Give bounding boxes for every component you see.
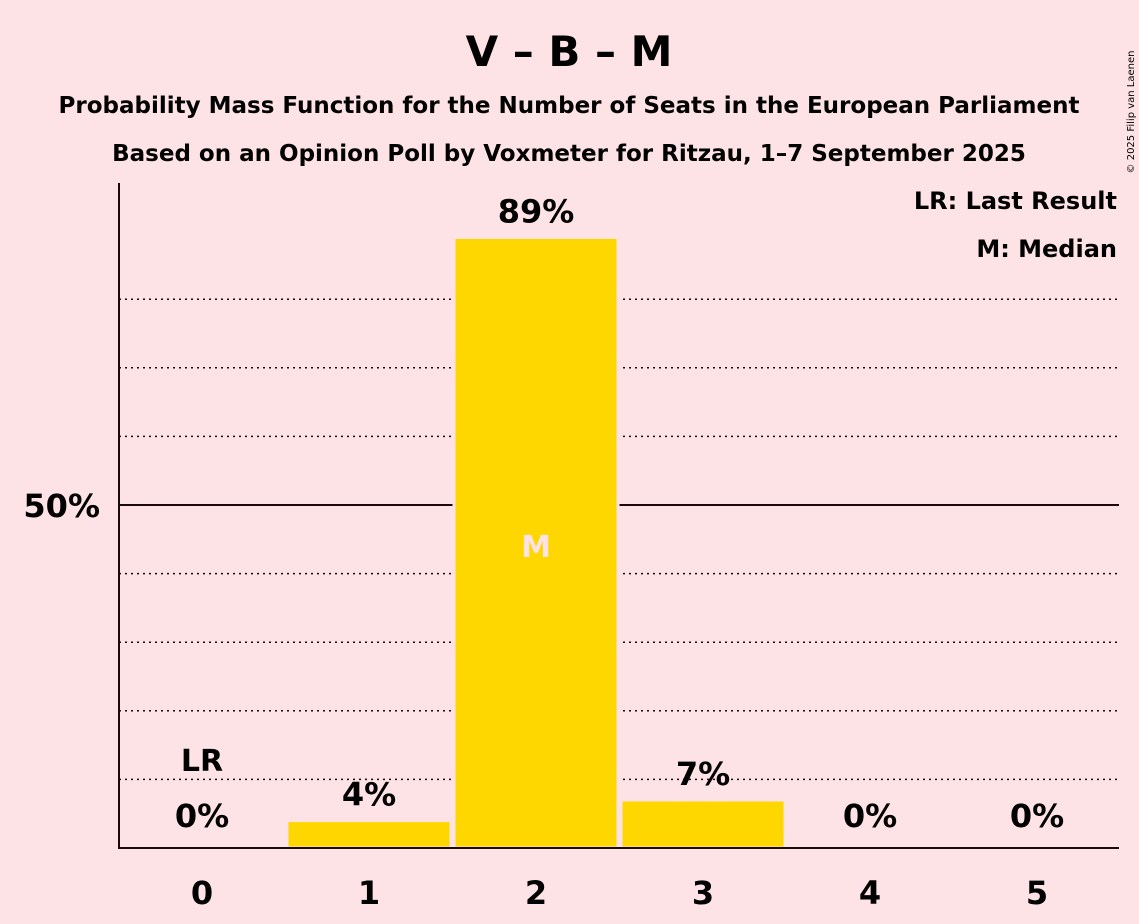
x-tick-label-4: 4 [859,874,881,912]
x-tick-label-2: 2 [525,874,547,912]
chart-subtitle-2: Based on an Opinion Poll by Voxmeter for… [112,141,1026,167]
legend-median: M: Median [976,235,1117,263]
data-label-4: 0% [843,797,897,835]
bar-2 [452,235,620,850]
data-label-1: 4% [342,776,396,814]
x-tick-label-0: 0 [191,874,213,912]
x-tick-labels: 0 1 2 3 4 5 [191,874,1048,912]
data-label-5: 0% [1010,797,1064,835]
data-label-0: 0% [175,797,229,835]
legend-last-result: LR: Last Result [914,187,1117,215]
data-label-2: 89% [498,192,575,230]
x-tick-label-5: 5 [1026,874,1048,912]
x-tick-label-3: 3 [692,874,714,912]
bars [285,235,787,850]
y-tick-label-50: 50% [23,487,100,525]
median-marker: M [521,530,551,565]
chart-title: V – B – M [466,27,673,76]
chart-subtitle-1: Probability Mass Function for the Number… [59,93,1080,119]
bar-3 [619,798,787,850]
bar-1 [285,819,453,850]
data-labels: 0% LR 4% 89% M 7% 0% 0% [175,192,1064,835]
x-tick-label-1: 1 [358,874,380,912]
last-result-marker: LR [181,744,223,779]
data-label-3: 7% [676,755,730,793]
copyright: © 2025 Filip van Laenen [1126,51,1137,174]
